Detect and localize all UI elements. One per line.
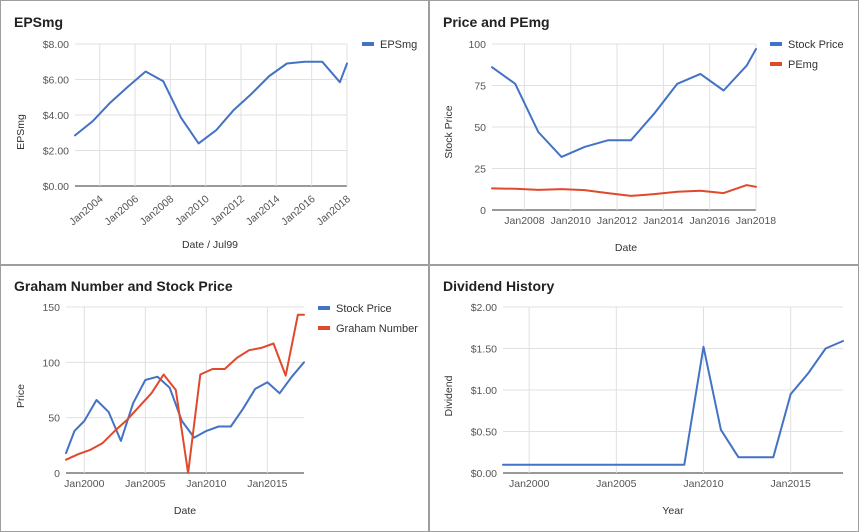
- x-axis-label-epsmg: Date / Jul99: [182, 239, 238, 251]
- y-tick-label: 0: [480, 205, 486, 217]
- x-tick-label: Jan2006: [102, 193, 141, 228]
- y-tick-label: $8.00: [43, 39, 69, 51]
- chart-title-graham: Graham Number and Stock Price: [14, 278, 233, 294]
- x-axis-label-graham: Date: [174, 505, 196, 517]
- chart-title-price-pemg: Price and PEmg: [443, 14, 550, 30]
- series-line-pemg: [491, 184, 757, 197]
- x-tick-label: Jan2015: [771, 478, 811, 490]
- panel-border-epsmg: [0, 0, 429, 265]
- chart-price-pemg: 0 25 50 75 100 Jan2008 Jan2010 Jan2012 Jan2014 Ja…: [468, 39, 843, 227]
- series-line-graham-number: [65, 313, 305, 474]
- legend-label: Graham Number: [336, 323, 418, 335]
- x-tick-label: Jan2005: [596, 478, 636, 490]
- x-tick-label: Jan2005: [125, 478, 165, 490]
- x-tick-label: Jan2012: [597, 215, 637, 227]
- y-tick-label: 75: [474, 81, 486, 93]
- y-tick-label: $6.00: [43, 75, 69, 87]
- series-line-stock-price: [65, 361, 305, 455]
- x-tick-label: Jan2004: [67, 193, 106, 228]
- x-tick-label: Jan2014: [643, 215, 683, 227]
- chart-title-epsmg: EPSmg: [14, 14, 63, 30]
- x-tick-label: Jan2010: [173, 193, 212, 228]
- y-tick-label: 50: [474, 122, 486, 134]
- x-axis-label-price-pemg: Date: [615, 242, 637, 254]
- y-axis-label-dividend: Dividend: [443, 375, 455, 416]
- y-tick-label: $0.50: [471, 427, 497, 439]
- chart-epsmg: $0.00$2.00$4.00$6.00$8.00Jan2004Jan2006J…: [43, 39, 418, 228]
- legend-swatch: [770, 62, 782, 66]
- legend-label: Stock Price: [336, 303, 392, 315]
- y-axis-label-price-pemg: Stock Price: [443, 105, 455, 158]
- legend-swatch: [318, 326, 330, 330]
- legend-swatch: [362, 42, 374, 46]
- chart-title-dividend: Dividend History: [443, 278, 554, 294]
- x-tick-label: Jan2016: [279, 193, 318, 228]
- legend-swatch: [770, 42, 782, 46]
- y-tick-label: 150: [42, 302, 60, 314]
- x-tick-label: Jan2010: [186, 478, 226, 490]
- x-tick-label: Jan2012: [208, 193, 247, 228]
- y-tick-label: $2.00: [43, 146, 69, 158]
- y-tick-label: 25: [474, 164, 486, 176]
- series-line-epsmg: [74, 60, 348, 145]
- y-tick-label: $0.00: [471, 468, 497, 480]
- x-tick-label: Jan2008: [504, 215, 544, 227]
- y-tick-label: $1.50: [471, 344, 497, 356]
- legend-label: Stock Price: [788, 39, 844, 51]
- legend-label: EPSmg: [380, 39, 417, 51]
- y-tick-label: 0: [54, 468, 60, 480]
- x-tick-label: Jan2010: [683, 478, 723, 490]
- x-axis-label-dividend: Year: [662, 505, 684, 517]
- legend-label: PEmg: [788, 59, 818, 71]
- y-tick-label: 50: [48, 413, 60, 425]
- y-tick-label: $2.00: [471, 302, 497, 314]
- x-tick-label: Jan2008: [138, 193, 177, 228]
- y-axis-label-graham: Price: [15, 384, 27, 408]
- y-axis-label-epsmg: EPSmg: [15, 114, 27, 150]
- y-tick-label: 100: [42, 357, 60, 369]
- x-tick-label: Jan2018: [314, 193, 353, 228]
- legend-swatch: [318, 306, 330, 310]
- series-line-line: [502, 340, 844, 466]
- chart-dividend: $0.00 $0.50 $1.00 $1.50 $2.00 Jan2000 Jan2005 J…: [471, 302, 844, 490]
- x-tick-label: Jan2018: [736, 215, 776, 227]
- x-tick-label: Jan2014: [244, 193, 283, 228]
- chart-graham: 0 50 100 150 Jan2000 Jan2005 Jan2010 Jan2015 Sto…: [42, 302, 418, 490]
- series-line-stock-price: [491, 48, 757, 158]
- x-tick-label: Jan2010: [551, 215, 591, 227]
- y-tick-label: $0.00: [43, 181, 69, 193]
- x-tick-label: Jan2016: [690, 215, 730, 227]
- y-tick-label: 100: [468, 39, 486, 51]
- x-tick-label: Jan2000: [509, 478, 549, 490]
- y-tick-label: $1.00: [471, 385, 497, 397]
- y-tick-label: $4.00: [43, 110, 69, 122]
- x-tick-label: Jan2000: [64, 478, 104, 490]
- x-tick-label: Jan2015: [247, 478, 287, 490]
